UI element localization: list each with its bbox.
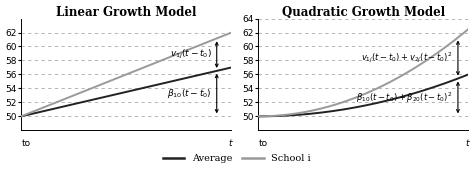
Text: $\beta_{10}(t-t_0)$: $\beta_{10}(t-t_0)$ <box>167 87 211 100</box>
Text: to: to <box>258 139 267 148</box>
Title: Linear Growth Model: Linear Growth Model <box>56 6 197 19</box>
Text: t: t <box>465 139 468 148</box>
Title: Quadratic Growth Model: Quadratic Growth Model <box>282 6 445 19</box>
Text: $\beta_{10}(t-t_0)+\beta_{20}(t-t_0)^2$: $\beta_{10}(t-t_0)+\beta_{20}(t-t_0)^2$ <box>356 90 453 105</box>
Text: $v_{1j}(t-t_0)$: $v_{1j}(t-t_0)$ <box>170 48 211 61</box>
Text: $v_{1j}(t-t_0)+v_{2j}(t-t_0)^2$: $v_{1j}(t-t_0)+v_{2j}(t-t_0)^2$ <box>361 51 453 65</box>
Text: t: t <box>228 139 231 148</box>
Text: to: to <box>21 139 30 148</box>
Legend: Average, School i: Average, School i <box>159 150 315 167</box>
